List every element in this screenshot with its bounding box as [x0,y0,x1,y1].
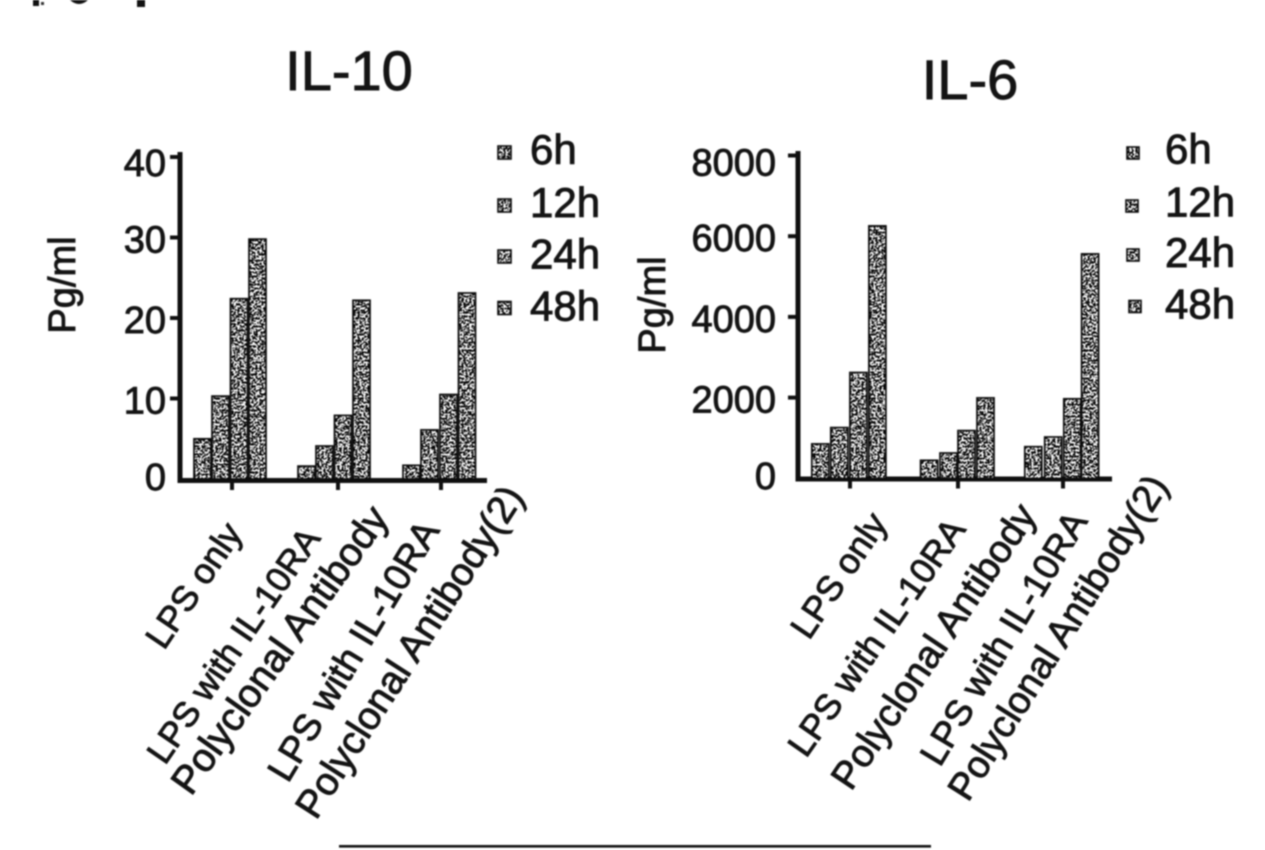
svg-text:48h: 48h [1165,281,1235,328]
svg-text:IL-6: IL-6 [922,48,1019,111]
svg-text:30: 30 [124,220,166,262]
svg-text:48h: 48h [530,283,600,330]
svg-text:0: 0 [145,457,166,499]
svg-text:24h: 24h [1165,229,1235,276]
svg-text:0: 0 [755,456,776,498]
svg-text:12h: 12h [1165,179,1235,226]
svg-text:Pg/ml: Pg/ml [42,236,84,333]
svg-text:6h: 6h [1165,126,1212,173]
svg-text:6000: 6000 [691,218,776,260]
svg-text:12h: 12h [530,179,600,226]
svg-text:IL-10: IL-10 [285,39,413,102]
svg-text:40: 40 [124,143,166,185]
svg-text:6h: 6h [530,126,577,173]
svg-text:Pg/ml: Pg/ml [632,256,674,353]
svg-text:20: 20 [124,300,166,342]
svg-text:4000: 4000 [691,299,776,341]
svg-text:10: 10 [124,381,166,423]
svg-text:2000: 2000 [691,380,776,422]
svg-text:24h: 24h [530,231,600,278]
svg-text:8000: 8000 [691,143,776,185]
